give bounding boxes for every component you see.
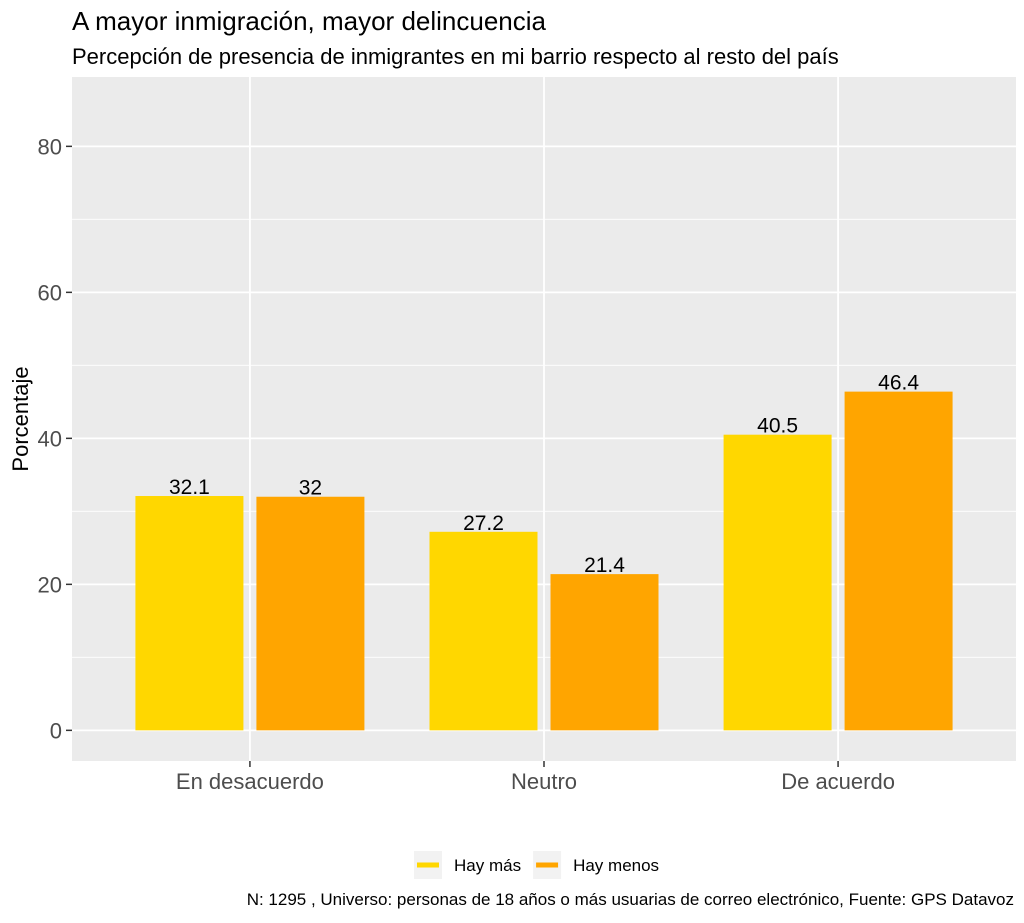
bar-value-label: 46.4 <box>878 372 919 395</box>
bars <box>135 391 953 731</box>
data-labels: 32.1 27.2 40.5 32 21.4 46.4 <box>169 372 919 577</box>
x-axis: En desacuerdo Neutro De acuerdo <box>176 761 895 794</box>
bar-value-label: 32 <box>299 477 322 500</box>
bar-value-label: 40.5 <box>757 415 798 438</box>
legend-label: Hay más <box>454 856 521 875</box>
chart-title: A mayor inmigración, mayor delincuencia <box>72 6 547 36</box>
x-tick-label: Neutro <box>511 769 577 794</box>
x-tick-label: De acuerdo <box>781 769 895 794</box>
chart-subtitle: Percepción de presencia de inmigrantes e… <box>72 44 839 69</box>
y-axis: 0 20 40 60 80 <box>38 134 72 743</box>
chart-caption: N: 1295 , Universo: personas de 18 años … <box>247 890 1014 909</box>
legend: Hay más Hay menos <box>414 851 659 879</box>
y-tick-label: 60 <box>38 280 62 305</box>
legend-label: Hay menos <box>573 856 659 875</box>
bar <box>135 496 244 731</box>
bar <box>550 574 659 731</box>
bar-value-label: 21.4 <box>584 554 625 577</box>
y-tick-label: 40 <box>38 426 62 451</box>
bar <box>723 434 832 731</box>
bar-value-label: 27.2 <box>463 512 504 535</box>
y-axis-title: Porcentaje <box>8 366 33 471</box>
y-tick-label: 0 <box>50 718 62 743</box>
y-tick-label: 20 <box>38 572 62 597</box>
x-tick-label: En desacuerdo <box>176 769 324 794</box>
y-tick-label: 80 <box>38 134 62 159</box>
bar <box>429 531 538 731</box>
bar <box>844 391 953 731</box>
bar <box>256 496 365 731</box>
bar-value-label: 32.1 <box>169 476 210 499</box>
